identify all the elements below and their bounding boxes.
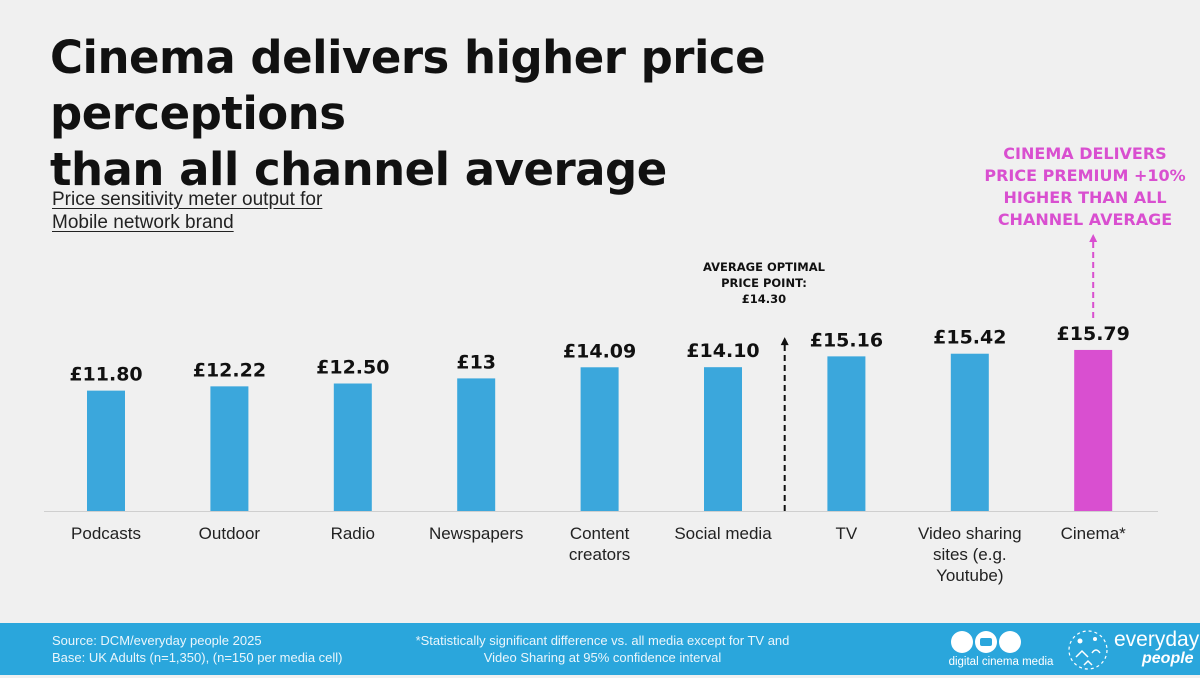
bar-value-label-4: £14.09 (563, 340, 636, 362)
category-label-6-0: TV (836, 524, 858, 543)
chart-subtitle: Price sensitivity meter output for Mobil… (52, 188, 322, 234)
bar-7 (950, 353, 989, 511)
significance-line-2: Video Sharing at 95% confidence interval (483, 650, 722, 665)
average-arrow-icon (780, 337, 789, 346)
bar-value-label-1: £12.22 (193, 359, 266, 381)
bar-3 (457, 378, 496, 511)
callout-line-4: CHANNEL AVERAGE (997, 210, 1173, 229)
bar-6 (827, 356, 866, 511)
bar-value-label-8: £15.79 (1057, 323, 1130, 345)
average-label-line-1: AVERAGE OPTIMAL (703, 260, 825, 274)
bar-value-label-2: £12.50 (316, 357, 389, 379)
callout-line-2: PRICE PREMIUM +10% (984, 166, 1186, 185)
dcm-logo-mark-icon (951, 631, 1021, 653)
bar-value-label-3: £13 (456, 351, 496, 373)
subtitle-line-1: Price sensitivity meter output for (52, 189, 323, 210)
callout-line-1: CINEMA DELIVERS (1003, 144, 1167, 163)
cinema-premium-callout: CINEMA DELIVERS PRICE PREMIUM +10% HIGHE… (970, 143, 1200, 231)
average-label-line-2: PRICE POINT: (721, 276, 807, 290)
average-label-value: £14.30 (741, 292, 787, 306)
category-label-7-2: Youtube) (936, 566, 1003, 585)
everyday-people-mark-icon (1068, 630, 1108, 670)
callout-line-3: HIGHER THAN ALL (1003, 188, 1167, 207)
category-label-5-0: Social media (674, 524, 772, 543)
subtitle-line-2: Mobile network brand (52, 212, 234, 233)
title-line-1: Cinema delivers higher price perceptions (50, 31, 766, 140)
category-label-7-1: sites (e.g. (933, 545, 1007, 564)
people-word: people (1142, 650, 1194, 667)
average-price-label: AVERAGE OPTIMAL PRICE POINT: £14.30 (690, 259, 838, 307)
category-label-0-0: Podcasts (71, 524, 141, 543)
category-label-4-1: creators (569, 545, 630, 564)
bar-5 (704, 367, 742, 511)
footer-bar: Source: DCM/everyday people 2025 Base: U… (0, 623, 1200, 675)
title-line-2: than all channel average (50, 143, 667, 196)
everyday-word: everyday (1114, 628, 1200, 651)
bar-4 (580, 367, 619, 511)
everyday-people-logo: everyday people (1066, 627, 1200, 673)
category-label-7-0: Video sharing (918, 524, 1022, 543)
dcm-logo-text: digital cinema media (948, 656, 1054, 668)
bar-value-label-6: £15.16 (810, 329, 883, 351)
source-note: Source: DCM/everyday people 2025 Base: U… (52, 632, 343, 666)
source-text: Source: DCM/everyday people 2025 (52, 633, 262, 648)
bar-1 (210, 386, 249, 511)
bar-value-label-5: £14.10 (686, 340, 759, 362)
significance-line-1: *Statistically significant difference vs… (415, 633, 790, 648)
bar-0 (87, 390, 125, 511)
bar-value-label-7: £15.42 (933, 327, 1006, 349)
bar-8 (1074, 349, 1113, 511)
category-label-2-0: Radio (331, 524, 375, 543)
category-label-3-0: Newspapers (429, 524, 524, 543)
base-text: Base: UK Adults (n=1,350), (n=150 per me… (52, 650, 343, 665)
bar-chart: £11.80 Podcasts £12.22 Outdoor £12.50 Radio £1… (44, 234, 1158, 585)
bar-value-label-0: £11.80 (69, 364, 142, 386)
callout-arrow-icon (1089, 234, 1098, 242)
category-label-8-0: Cinema* (1061, 524, 1127, 543)
significance-note: *Statistically significant difference vs… (405, 632, 800, 666)
page-title: Cinema delivers higher price perceptions… (50, 30, 1050, 198)
category-label-4-0: Content (570, 524, 630, 543)
dcm-logo: digital cinema media (946, 628, 1056, 672)
category-label-1-0: Outdoor (199, 524, 261, 543)
bar-2 (333, 383, 372, 511)
